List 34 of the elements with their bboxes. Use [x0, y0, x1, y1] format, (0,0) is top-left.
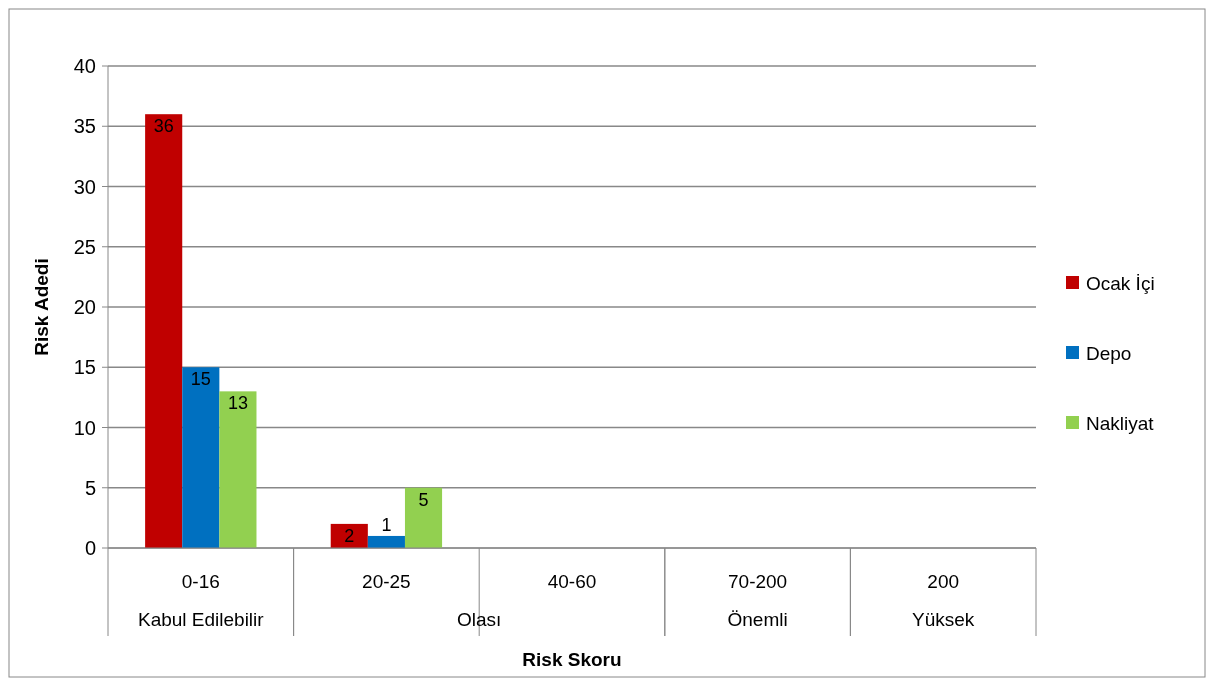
x-tick-label: 200 — [927, 571, 960, 592]
x-tick-label: 0-16 — [181, 571, 220, 592]
text: Olası — [457, 609, 502, 630]
text: Kabul Edilebilir — [137, 609, 265, 630]
bar — [404, 487, 443, 548]
y-axis-title: Risk Adedi — [31, 258, 52, 356]
y-tick-label: 25 — [73, 235, 96, 258]
data-label: 15 — [190, 369, 211, 390]
bar — [219, 391, 257, 548]
bar — [182, 367, 220, 548]
text: Yüksek — [912, 609, 975, 630]
data-label: 36 — [153, 116, 174, 137]
legend-label: Depo — [1086, 342, 1132, 364]
bar — [367, 535, 405, 548]
y-tick-label: 35 — [73, 115, 96, 138]
y-tick-label: 30 — [73, 175, 96, 198]
text: Önemli — [727, 609, 788, 630]
data-label: 1 — [381, 514, 392, 535]
data-label: 5 — [418, 489, 429, 510]
y-tick-label: 10 — [73, 416, 96, 439]
legend-label: Nakliyat — [1086, 412, 1155, 434]
y-tick-label: 5 — [84, 476, 96, 499]
y-tick-label: 0 — [84, 537, 96, 559]
y-tick-label: 15 — [73, 356, 96, 379]
y-tick-label: 20 — [73, 296, 96, 318]
bar — [145, 114, 183, 548]
y-tick-label: 40 — [73, 55, 96, 77]
x-tick-label: 70-200 — [728, 571, 788, 592]
data-label: 2 — [344, 525, 355, 546]
x-tick-label: 20-25 — [362, 571, 411, 592]
legend-label: Ocak İçi — [1086, 272, 1155, 294]
x-tick-label: 40-60 — [547, 571, 597, 592]
data-label: 13 — [227, 393, 248, 414]
x-axis-title: Risk Skoru — [522, 649, 622, 670]
